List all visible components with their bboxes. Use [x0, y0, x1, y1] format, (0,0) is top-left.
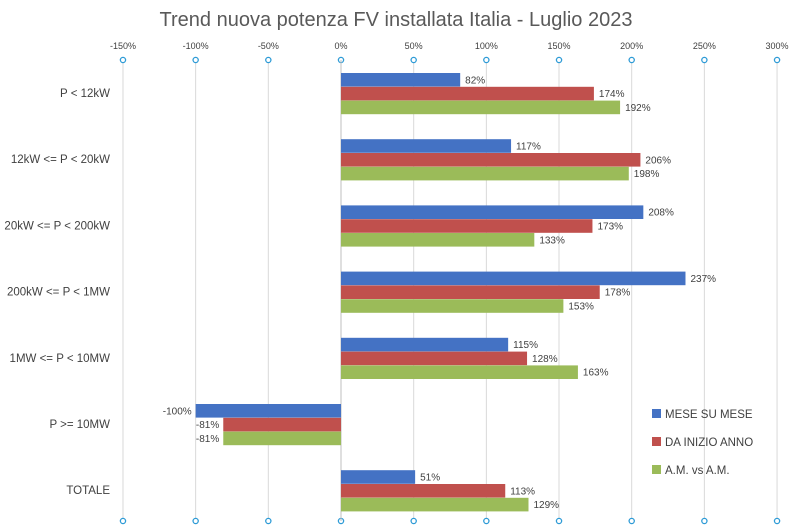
grid-handle-top	[119, 56, 127, 64]
grid-handle-bottom	[119, 517, 127, 525]
data-label: 133%	[539, 235, 565, 246]
x-tick-label: -150%	[110, 41, 136, 51]
data-label: 173%	[597, 222, 623, 233]
bar	[341, 365, 578, 379]
bar	[341, 484, 506, 498]
bar	[223, 431, 341, 446]
bar	[341, 337, 509, 352]
data-label: 113%	[510, 486, 535, 497]
grid-handle-bottom	[265, 517, 272, 525]
x-tick-label: 50%	[405, 41, 423, 51]
bar	[341, 497, 529, 512]
x-tick-label: 150%	[548, 41, 571, 51]
bars: 82% 174%192% 117% 206% 198% 208% 173% 133% 237% 1…	[163, 73, 716, 512]
bar	[341, 271, 686, 286]
data-label: 178%	[605, 288, 631, 299]
data-label: 128%	[532, 354, 558, 365]
data-label: 237%	[690, 274, 716, 285]
legend-swatch	[652, 437, 661, 446]
grid-handle-bottom	[628, 517, 635, 525]
grid-handle-top	[555, 56, 563, 64]
data-label: 198%	[634, 169, 660, 180]
data-label: -100%	[163, 406, 192, 417]
data-label: -81%	[196, 434, 219, 445]
bar	[341, 299, 564, 313]
legend-swatch	[652, 465, 661, 474]
category-labels: P < 12kW 12kW <= P < 20kW 20kW <= P < 200k…	[4, 88, 110, 497]
grid-handle-bottom	[555, 517, 563, 525]
legend-label: DA INIZIO ANNO	[665, 437, 753, 449]
bar	[341, 100, 621, 115]
bar	[341, 86, 594, 101]
grid-handle-bottom	[192, 517, 199, 525]
data-label: 206%	[645, 155, 671, 166]
bar	[341, 166, 629, 181]
bar	[341, 351, 528, 366]
chart-title: Trend nuova potenza FV installata Italia…	[160, 9, 633, 31]
grid-handle-top	[773, 56, 781, 64]
category-label: P >= 10MW	[49, 419, 110, 431]
grid-handle-bottom	[773, 517, 781, 525]
bar	[341, 139, 512, 153]
bar	[341, 219, 593, 233]
category-label: 20kW <= P < 200kW	[4, 220, 110, 232]
legend-swatch	[652, 409, 661, 418]
grid-handle-bottom	[410, 517, 417, 525]
x-tick-label: 250%	[693, 41, 716, 51]
bar	[195, 404, 341, 418]
data-label: 129%	[534, 500, 560, 511]
bar	[341, 153, 641, 167]
data-label: 117%	[516, 142, 541, 153]
grid-handle-top	[483, 56, 490, 64]
data-label: 115%	[513, 340, 538, 351]
bar	[223, 417, 341, 432]
grid-handle-top	[410, 56, 417, 64]
category-label: 200kW <= P < 1MW	[7, 287, 110, 299]
bar	[341, 470, 416, 484]
grid-handle-top	[265, 56, 272, 64]
data-label: 208%	[648, 208, 674, 219]
data-label: 163%	[583, 368, 609, 379]
data-label: 192%	[625, 103, 651, 114]
x-tick-label: 200%	[620, 41, 643, 51]
category-label: 1MW <= P < 10MW	[10, 353, 111, 365]
x-tick-label: 0%	[334, 41, 347, 51]
x-tick-label: 300%	[766, 41, 789, 51]
grid-handle-top	[701, 56, 708, 64]
data-label: 153%	[568, 302, 594, 313]
data-label: -81%	[196, 420, 219, 431]
data-label: 82%	[465, 75, 485, 86]
bar	[341, 205, 644, 219]
x-tick-label: -100%	[183, 41, 209, 51]
bar	[341, 73, 461, 87]
data-label: 174%	[599, 89, 625, 100]
category-label: P < 12kW	[60, 88, 110, 100]
category-label: 12kW <= P < 20kW	[11, 154, 110, 166]
x-tick-label: 100%	[475, 41, 498, 51]
grid-handle-bottom	[483, 517, 490, 525]
legend-label: A.M. vs A.M.	[665, 465, 730, 477]
grid-handle-bottom	[701, 517, 708, 525]
bar	[341, 233, 535, 247]
bar	[341, 285, 600, 299]
grid-handle-top	[192, 56, 199, 64]
legend: MESE SU MESE DA INIZIO ANNO A.M. vs A.M.	[652, 409, 753, 477]
x-tick-label: -50%	[258, 41, 279, 51]
legend-label: MESE SU MESE	[665, 409, 753, 421]
data-label: 51%	[420, 473, 440, 484]
grid-handle-top	[628, 56, 635, 64]
category-label: TOTALE	[66, 485, 110, 497]
